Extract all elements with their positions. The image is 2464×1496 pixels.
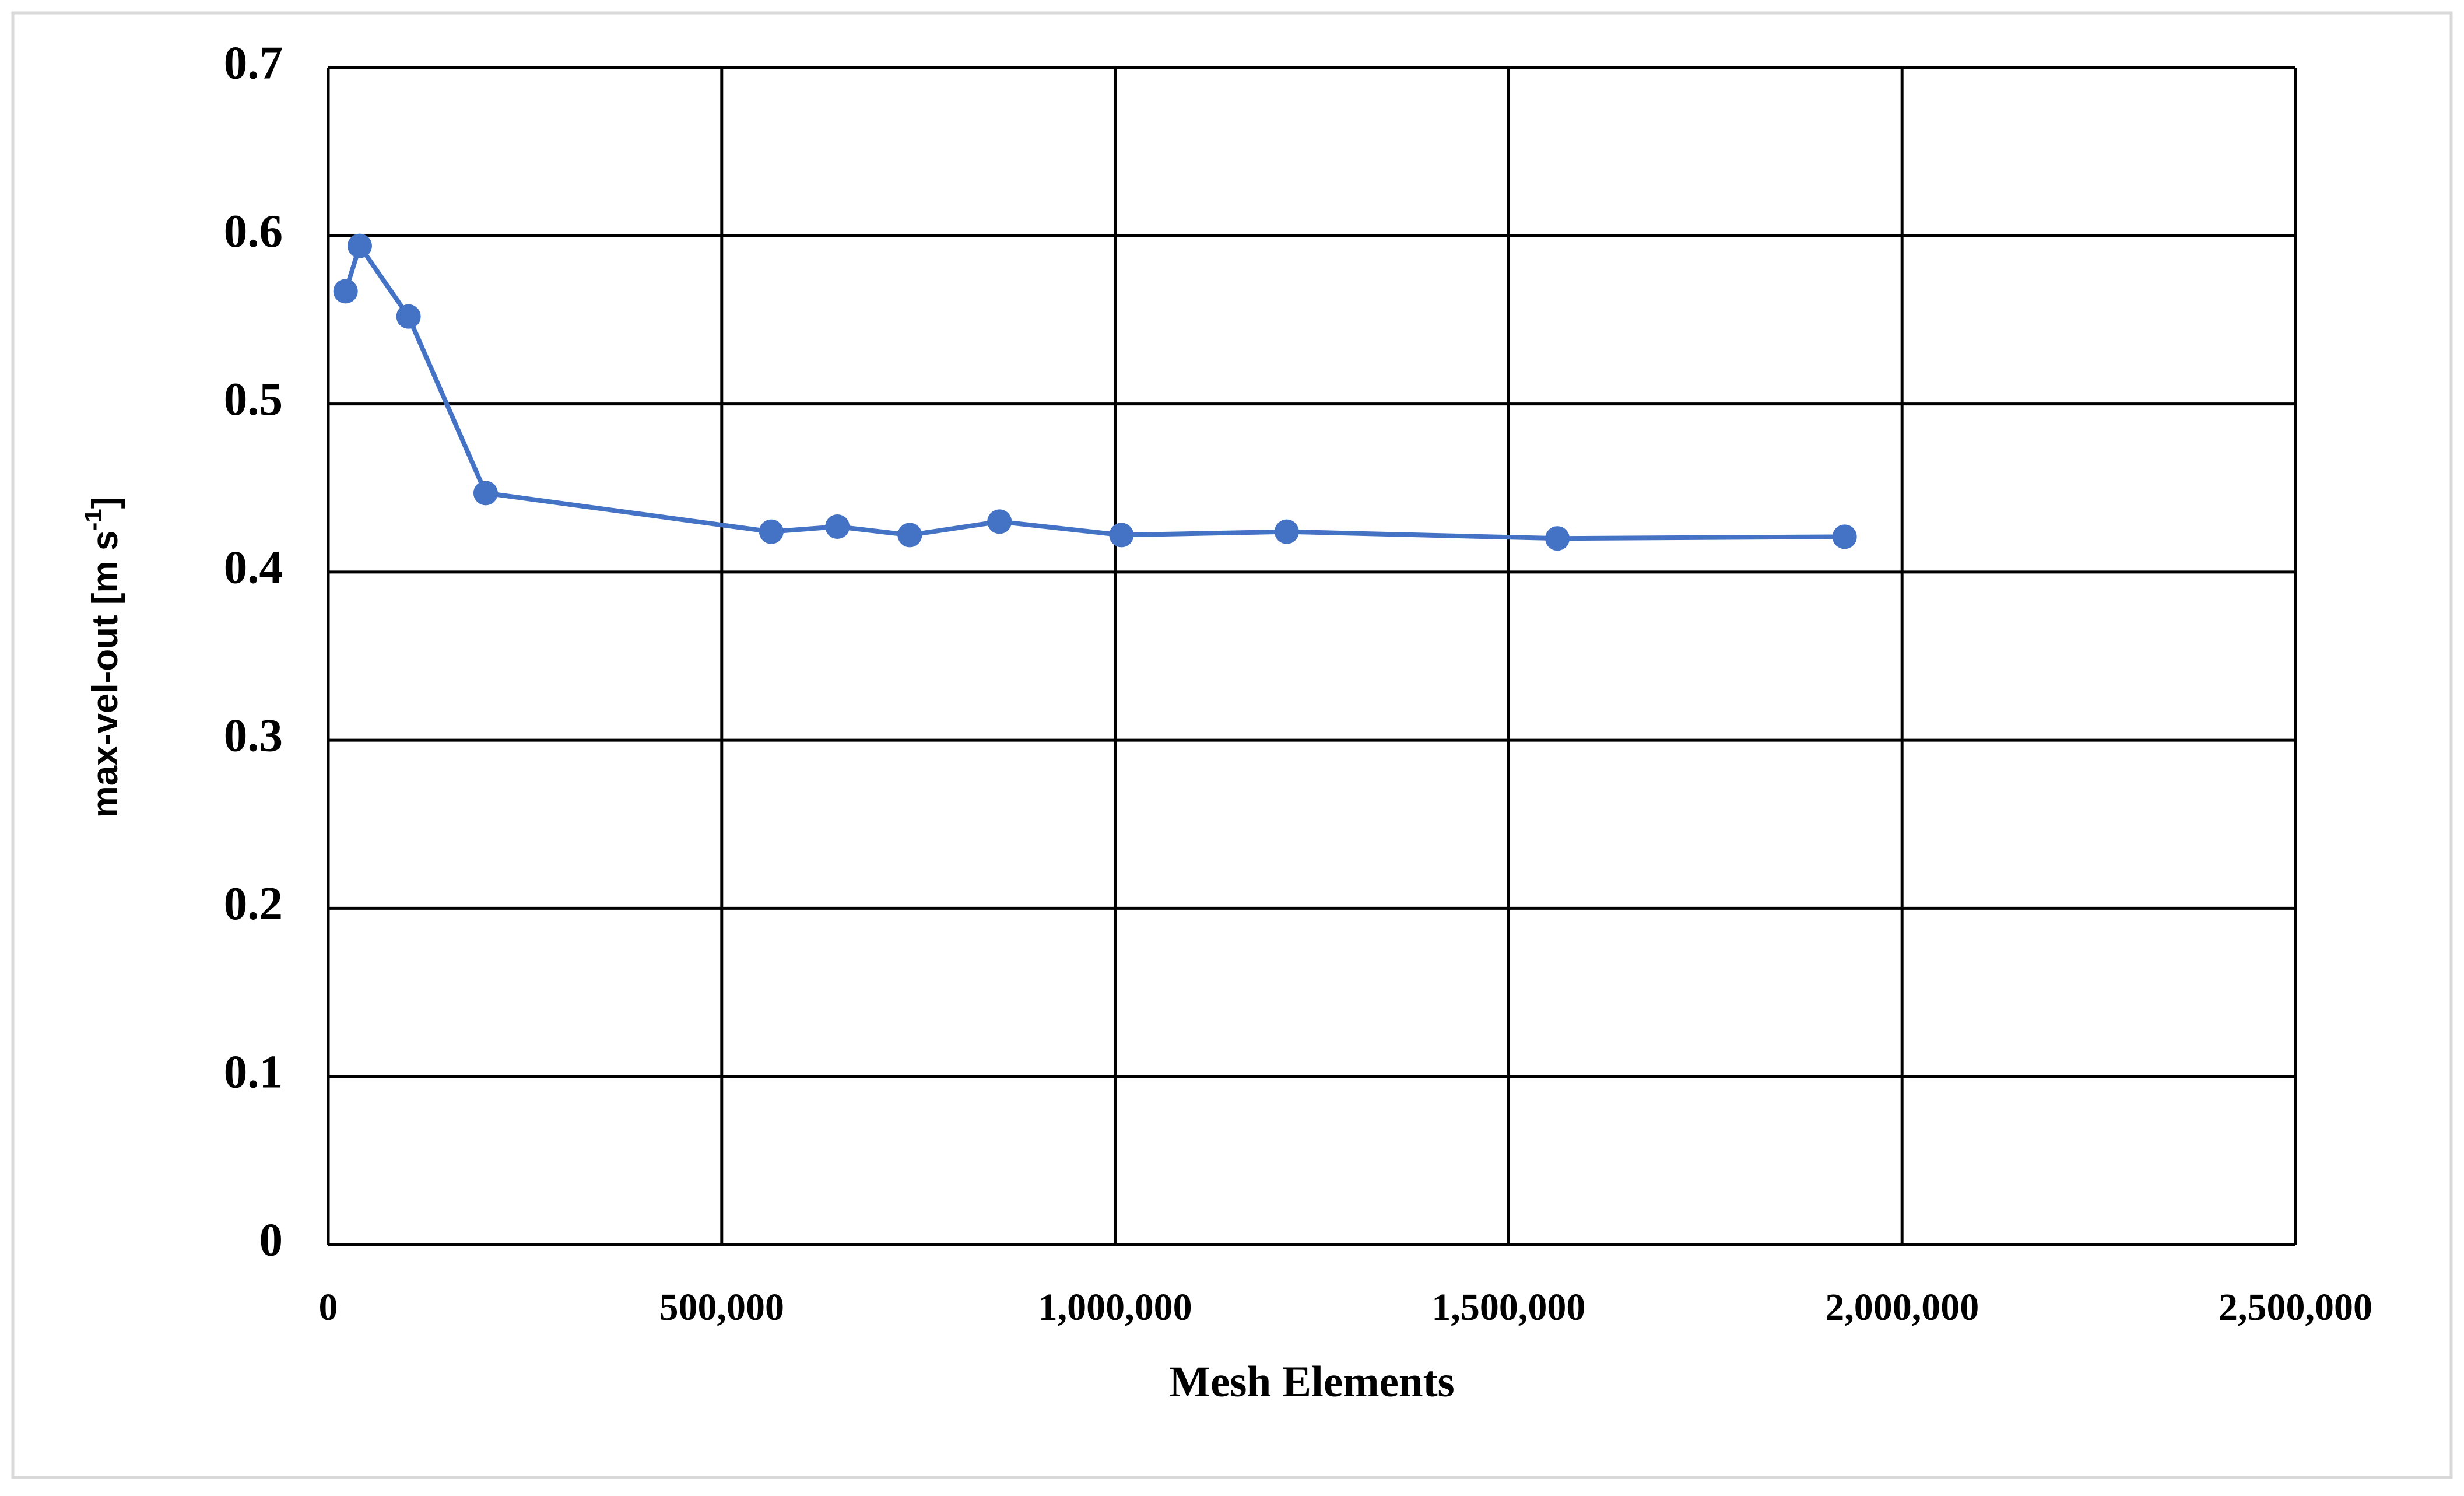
y-axis-title: max-vel-out [m s-1] xyxy=(79,497,125,818)
x-tick-label: 0 xyxy=(319,1286,338,1329)
data-point xyxy=(1832,524,1857,549)
y-axis-title-base: max-vel-out [m s xyxy=(85,531,125,818)
data-point xyxy=(987,509,1012,534)
y-tick-label: 0.7 xyxy=(224,37,283,89)
data-point xyxy=(1109,523,1134,548)
data-point xyxy=(396,304,421,329)
series-line xyxy=(343,243,1845,541)
chart-border xyxy=(11,11,2453,1479)
data-point xyxy=(333,279,358,304)
x-tick-label: 500,000 xyxy=(659,1286,785,1329)
y-tick-label: 0.4 xyxy=(224,541,283,593)
data-point xyxy=(473,481,498,506)
y-tick-label: 0.6 xyxy=(224,205,283,257)
x-tick-label: 1,500,000 xyxy=(1431,1286,1585,1329)
y-tick-label: 0.3 xyxy=(224,709,283,762)
y-tick-label: 0 xyxy=(259,1214,283,1266)
data-point xyxy=(347,233,372,258)
data-point xyxy=(897,523,922,548)
data-point xyxy=(1545,526,1570,551)
data-point xyxy=(825,514,850,539)
x-axis-title: Mesh Elements xyxy=(1169,1358,1455,1406)
data-point xyxy=(759,519,784,544)
y-tick-label: 0.1 xyxy=(224,1045,283,1098)
x-tick-label: 2,500,000 xyxy=(2219,1286,2372,1329)
x-tick-label: 1,000,000 xyxy=(1038,1286,1192,1329)
y-tick-label: 0.2 xyxy=(224,877,283,930)
x-tick-label: 2,000,000 xyxy=(1825,1286,1979,1329)
y-axis-title-superscript: -1 xyxy=(79,509,107,530)
y-tick-label: 0.5 xyxy=(224,373,283,425)
y-axis-title-close: ] xyxy=(85,497,125,509)
data-point xyxy=(1274,519,1299,544)
